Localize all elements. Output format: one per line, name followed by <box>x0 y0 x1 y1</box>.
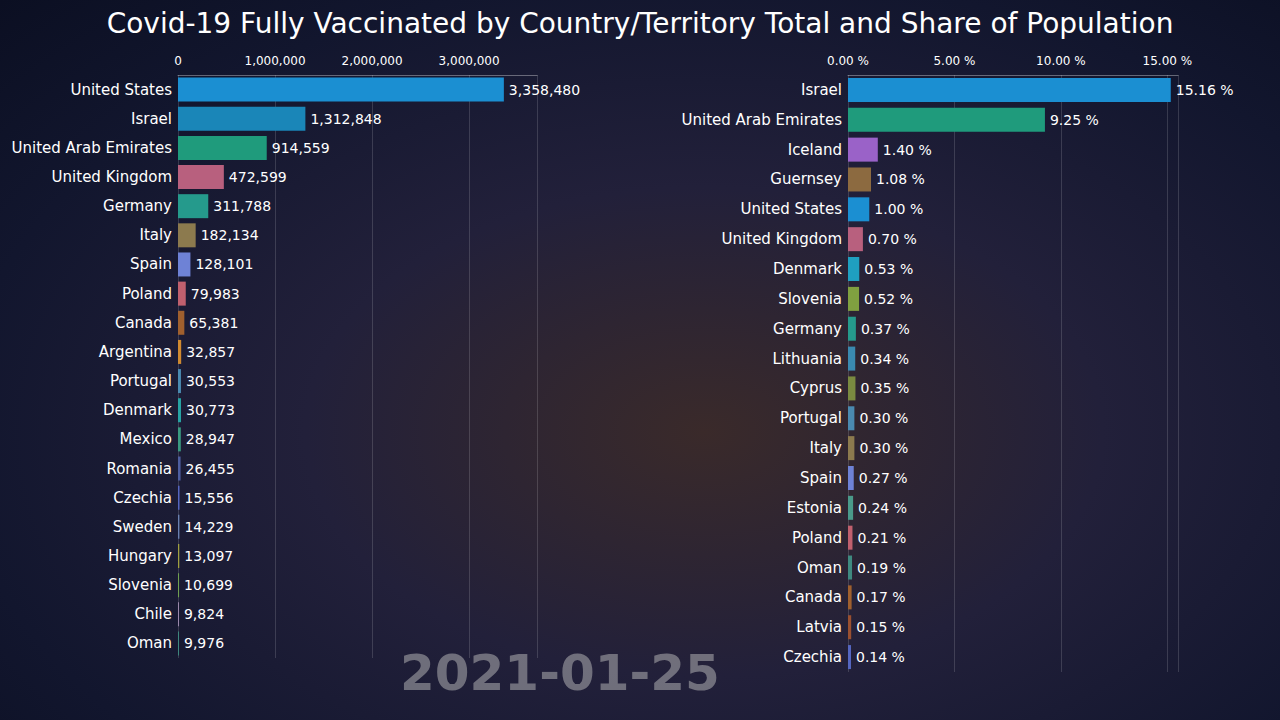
svg-text:472,599: 472,599 <box>229 169 287 185</box>
svg-text:311,788: 311,788 <box>213 198 271 214</box>
svg-text:Estonia: Estonia <box>787 499 842 517</box>
svg-text:Canada: Canada <box>785 588 842 606</box>
svg-text:2,000,000: 2,000,000 <box>342 54 403 68</box>
svg-text:32,857: 32,857 <box>186 344 235 360</box>
svg-text:Oman: Oman <box>127 634 172 652</box>
svg-text:15.00 %: 15.00 % <box>1143 54 1193 68</box>
svg-text:Czechia: Czechia <box>113 489 172 507</box>
svg-text:128,101: 128,101 <box>195 256 253 272</box>
svg-text:United States: United States <box>740 200 842 218</box>
svg-text:182,134: 182,134 <box>201 227 259 243</box>
svg-text:15,556: 15,556 <box>185 490 234 506</box>
svg-text:0.14 %: 0.14 % <box>856 649 905 665</box>
svg-text:5.00 %: 5.00 % <box>933 54 975 68</box>
svg-text:Guernsey: Guernsey <box>770 170 842 188</box>
svg-text:0.17 %: 0.17 % <box>857 589 906 605</box>
svg-text:United Arab Emirates: United Arab Emirates <box>11 139 172 157</box>
svg-text:Czechia: Czechia <box>783 648 842 666</box>
svg-text:Oman: Oman <box>797 559 842 577</box>
svg-text:65,381: 65,381 <box>189 315 238 331</box>
svg-text:Poland: Poland <box>792 529 842 547</box>
svg-text:United States: United States <box>70 81 172 99</box>
svg-text:1.00 %: 1.00 % <box>874 201 923 217</box>
svg-text:0.24 %: 0.24 % <box>858 500 907 516</box>
svg-text:0.00 %: 0.00 % <box>827 54 869 68</box>
svg-text:0.30 %: 0.30 % <box>859 410 908 426</box>
svg-text:0.27 %: 0.27 % <box>859 470 908 486</box>
svg-text:0.19 %: 0.19 % <box>857 560 906 576</box>
svg-text:Germany: Germany <box>773 320 842 338</box>
svg-text:Sweden: Sweden <box>113 518 172 536</box>
svg-text:0.21 %: 0.21 % <box>857 530 906 546</box>
svg-text:Covid-19 Fully Vaccinated by C: Covid-19 Fully Vaccinated by Country/Ter… <box>107 7 1174 40</box>
svg-text:Iceland: Iceland <box>788 141 842 159</box>
svg-text:2021-01-25: 2021-01-25 <box>400 644 720 702</box>
svg-text:0.30 %: 0.30 % <box>859 440 908 456</box>
svg-text:Spain: Spain <box>130 255 172 273</box>
svg-text:0.35 %: 0.35 % <box>860 380 909 396</box>
svg-text:Poland: Poland <box>122 285 172 303</box>
svg-text:26,455: 26,455 <box>186 461 235 477</box>
svg-text:Portugal: Portugal <box>780 409 842 427</box>
svg-text:Romania: Romania <box>106 460 172 478</box>
svg-text:Argentina: Argentina <box>99 343 172 361</box>
svg-text:1.08 %: 1.08 % <box>876 171 925 187</box>
svg-text:0.15 %: 0.15 % <box>856 619 905 635</box>
svg-text:Israel: Israel <box>131 110 172 128</box>
svg-text:14,229: 14,229 <box>184 519 233 535</box>
svg-text:Hungary: Hungary <box>108 547 172 565</box>
svg-text:1.40 %: 1.40 % <box>883 142 932 158</box>
svg-text:Latvia: Latvia <box>796 618 842 636</box>
svg-text:9.25 %: 9.25 % <box>1050 112 1099 128</box>
svg-text:Slovenia: Slovenia <box>778 290 842 308</box>
svg-text:0.53 %: 0.53 % <box>864 261 913 277</box>
svg-text:Italy: Italy <box>809 439 842 457</box>
svg-text:Mexico: Mexico <box>120 430 172 448</box>
svg-text:0.52 %: 0.52 % <box>864 291 913 307</box>
svg-text:United Arab Emirates: United Arab Emirates <box>681 111 842 129</box>
svg-text:10,699: 10,699 <box>184 577 233 593</box>
svg-text:3,000,000: 3,000,000 <box>439 54 500 68</box>
svg-text:0.37 %: 0.37 % <box>861 321 910 337</box>
svg-text:Denmark: Denmark <box>103 401 172 419</box>
svg-text:Cyprus: Cyprus <box>790 379 843 397</box>
svg-text:Chile: Chile <box>134 605 172 623</box>
svg-text:30,773: 30,773 <box>186 402 235 418</box>
svg-text:Slovenia: Slovenia <box>108 576 172 594</box>
svg-text:13,097: 13,097 <box>184 548 233 564</box>
svg-text:0.34 %: 0.34 % <box>860 351 909 367</box>
svg-text:15.16 %: 15.16 % <box>1176 82 1234 98</box>
svg-text:Lithuania: Lithuania <box>773 350 842 368</box>
svg-text:0: 0 <box>174 54 182 68</box>
svg-text:1,312,848: 1,312,848 <box>310 111 381 127</box>
svg-text:Germany: Germany <box>103 197 172 215</box>
svg-text:Israel: Israel <box>801 81 842 99</box>
svg-text:10.00 %: 10.00 % <box>1036 54 1086 68</box>
svg-text:Portugal: Portugal <box>110 372 172 390</box>
svg-text:0.70 %: 0.70 % <box>868 231 917 247</box>
svg-text:79,983: 79,983 <box>191 286 240 302</box>
svg-text:30,553: 30,553 <box>186 373 235 389</box>
svg-text:Italy: Italy <box>139 226 172 244</box>
svg-text:914,559: 914,559 <box>272 140 330 156</box>
svg-text:Canada: Canada <box>115 314 172 332</box>
svg-text:Spain: Spain <box>800 469 842 487</box>
svg-text:Denmark: Denmark <box>773 260 842 278</box>
svg-text:28,947: 28,947 <box>186 431 235 447</box>
svg-text:9,976: 9,976 <box>184 635 224 651</box>
svg-text:United Kingdom: United Kingdom <box>722 230 842 248</box>
svg-text:1,000,000: 1,000,000 <box>244 54 305 68</box>
svg-text:United Kingdom: United Kingdom <box>52 168 172 186</box>
svg-text:9,824: 9,824 <box>184 606 224 622</box>
svg-text:3,358,480: 3,358,480 <box>509 82 580 98</box>
